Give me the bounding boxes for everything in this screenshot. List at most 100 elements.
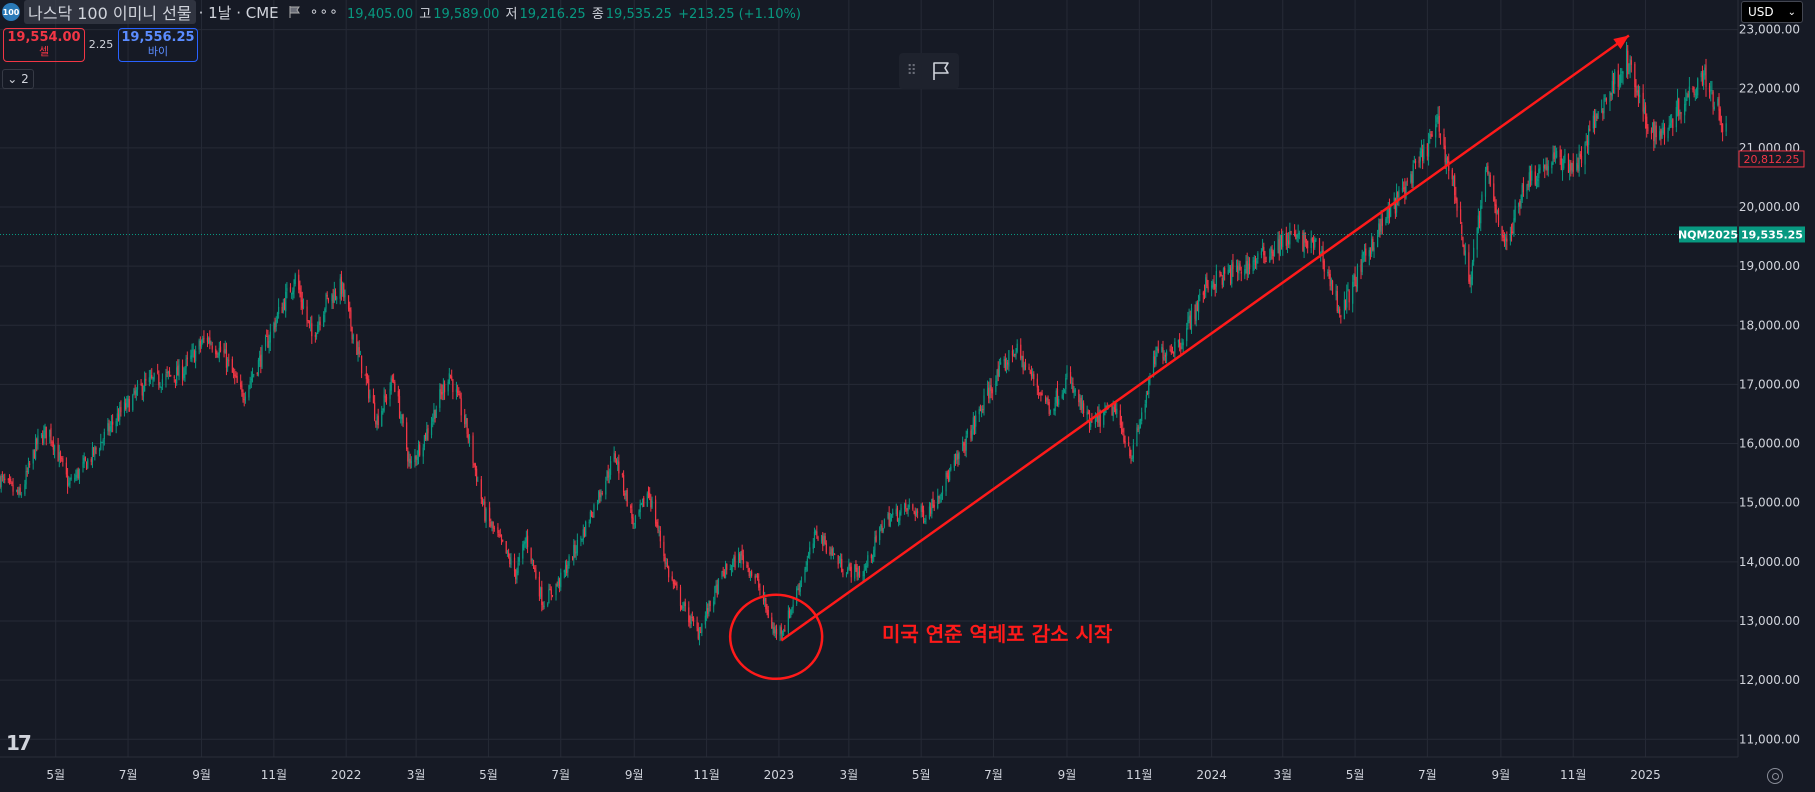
candle-body (873, 549, 875, 558)
candle-body (668, 566, 670, 578)
candle-body (1055, 390, 1057, 403)
more-options-icon[interactable]: ∘∘∘ (309, 4, 339, 20)
flag-icon[interactable] (289, 6, 300, 18)
candle-body (1202, 292, 1204, 295)
candle-body (1363, 250, 1366, 253)
candle-body (148, 377, 150, 383)
candle-body (895, 508, 897, 514)
candle-body (1336, 291, 1338, 312)
candle-body (509, 557, 511, 564)
sell-button[interactable]: 19,554.00 셀 (3, 28, 85, 62)
candle-body (234, 374, 236, 377)
candle-body (117, 414, 120, 421)
candle-body (1282, 234, 1284, 248)
candle-body (302, 306, 305, 308)
candle-body (726, 563, 728, 570)
candle-body (1412, 164, 1414, 184)
buy-label: 바이 (147, 45, 169, 58)
candle-body (1286, 240, 1289, 246)
drag-handle-icon[interactable]: ⠿ (906, 63, 917, 79)
candle-body (464, 415, 466, 425)
candle-body (1165, 351, 1168, 356)
candle-body (76, 470, 78, 477)
candle-body (751, 571, 753, 576)
candle-body (1310, 238, 1312, 248)
candle-body (574, 544, 576, 553)
candle-body (532, 560, 535, 567)
tradingview-logo-icon[interactable]: 17 (6, 731, 32, 755)
candle-body (218, 348, 220, 356)
candle-body (780, 627, 782, 634)
candle-body (1114, 409, 1117, 413)
candle-body (219, 346, 222, 352)
candle-body (1285, 232, 1287, 246)
candle-body (168, 371, 171, 374)
candle-body (1487, 165, 1489, 174)
candle-body (49, 429, 51, 437)
candle-body (724, 564, 727, 578)
candle-body (315, 333, 318, 338)
candle-body (1646, 116, 1648, 129)
candle-body (1614, 71, 1616, 85)
candle-body (991, 389, 993, 394)
y-tick-label: 23,000.00 (1739, 23, 1800, 37)
candle-body (17, 489, 19, 494)
trend-arrow-head[interactable] (1613, 35, 1629, 50)
candle-body (1663, 126, 1666, 138)
candle-body (798, 588, 800, 591)
candle-body (1177, 339, 1180, 343)
candle-body (243, 399, 245, 401)
candle-body (75, 475, 77, 479)
candle-body (278, 306, 280, 314)
x-tick-label: 5월 (912, 768, 931, 782)
candle-body (1245, 261, 1247, 268)
candle-body (1639, 94, 1641, 98)
settings-icon[interactable] (1767, 768, 1783, 784)
candle-body (622, 475, 625, 493)
candle-body (734, 555, 736, 568)
candle-body (256, 372, 258, 375)
annotation-text[interactable]: 미국 연준 역레포 감소 시작 (882, 622, 1113, 646)
candle-body (1643, 107, 1645, 114)
indicators-toggle[interactable]: ⌄ 2 (2, 69, 34, 89)
candle-body (1692, 87, 1694, 91)
trend-arrow-line[interactable] (780, 34, 1630, 642)
annotation-circle[interactable] (728, 593, 824, 681)
candle-body (732, 561, 734, 568)
candle-body (854, 564, 856, 579)
candle-body (285, 291, 287, 312)
symbol-title[interactable]: 나스닥 100 이미니 선물 (24, 0, 196, 24)
candle-body (1580, 155, 1583, 164)
candle-body (231, 358, 233, 373)
candle-body (394, 381, 396, 392)
candle-body (864, 565, 867, 569)
candle-body (61, 457, 63, 459)
candle-body (881, 525, 883, 531)
candle-body (1130, 456, 1132, 458)
candle-body (1671, 119, 1673, 123)
candle-body (624, 493, 626, 496)
candle-body (317, 324, 319, 334)
buy-button[interactable]: 19,556.25 바이 (118, 28, 198, 62)
candle-body (705, 608, 708, 617)
candle-body (1278, 239, 1280, 254)
candle-body (1478, 217, 1481, 223)
candle-body (581, 539, 583, 541)
candle-body (1464, 250, 1466, 256)
currency-select[interactable]: USD ⌄ (1741, 1, 1803, 23)
candle-body (1186, 328, 1188, 342)
candle-body (614, 453, 616, 459)
candle-body (547, 603, 549, 606)
candle-body (349, 307, 351, 312)
candle-body (1348, 290, 1350, 303)
candle-body (82, 461, 84, 468)
flag-icon[interactable] (931, 61, 951, 81)
candle-body (1011, 350, 1014, 356)
candle-body (609, 461, 612, 475)
candle-body (723, 571, 725, 578)
candle-body (1231, 263, 1233, 284)
candle-body (1240, 271, 1242, 274)
candle-body (333, 290, 335, 303)
candle-body (360, 355, 363, 374)
